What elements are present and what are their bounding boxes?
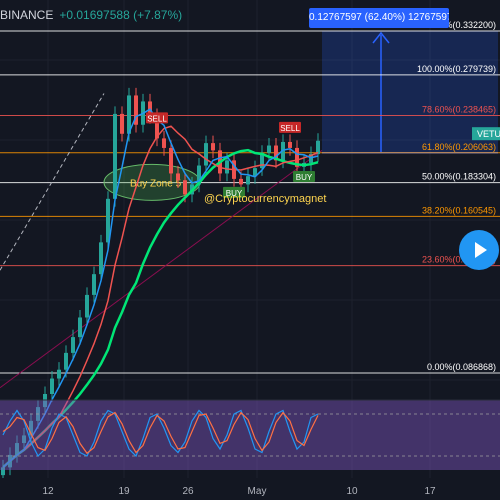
fib-label: 0.00%(0.086868) — [427, 362, 496, 372]
candle-body — [288, 141, 292, 148]
candle-body — [43, 393, 47, 408]
measure-tool[interactable] — [322, 31, 498, 154]
fib-label: 127.20%(0.332200) — [417, 20, 496, 30]
candle-body — [99, 242, 103, 275]
candle-body — [127, 95, 131, 134]
wedge-upper — [0, 93, 105, 271]
measure-arrow-head — [372, 31, 390, 44]
candle-body — [281, 141, 285, 161]
chart-header: BINANCE +0.01697588 (+7.87%) — [0, 8, 182, 22]
watermark: @Cryptocurrencymagnet — [204, 193, 326, 205]
x-tick-label: May — [248, 486, 267, 497]
candle-body — [260, 152, 264, 169]
signal-badge-bg — [223, 186, 245, 198]
signal-badge-bg — [146, 112, 168, 124]
signal-label: SELL — [280, 124, 300, 133]
signal-labels: SELL BUY SELL BUY — [146, 112, 315, 198]
fib-label: 78.60%(0.238465) — [422, 105, 496, 115]
candle-body — [204, 143, 208, 166]
buy-zone-label: Buy Zone 5 — [130, 178, 182, 189]
signal-badge-bg — [279, 121, 301, 133]
play-button[interactable] — [459, 230, 499, 270]
x-tick-label: 19 — [118, 486, 130, 497]
signal-label: SELL — [147, 114, 167, 123]
candle-body — [64, 352, 68, 370]
x-axis-bg — [0, 478, 500, 500]
wedge-lower — [0, 149, 323, 389]
signal-label: BUY — [296, 173, 313, 182]
candle-body — [92, 274, 96, 295]
candle-body — [295, 147, 299, 167]
candle-body — [225, 160, 229, 174]
x-tick-label: 17 — [424, 486, 436, 497]
fib-label: 100.00%(0.279739) — [417, 64, 496, 74]
candle-body — [22, 435, 26, 444]
candle-body — [1, 467, 5, 476]
stoch-rsi-panel — [0, 399, 500, 470]
candle-body — [113, 113, 117, 199]
x-tick-label: 12 — [42, 486, 54, 497]
candle-body — [183, 180, 187, 195]
chart-grid — [0, 0, 500, 480]
signal-label: BUY — [226, 189, 243, 198]
candle-body — [239, 178, 243, 185]
x-tick-label: 26 — [182, 486, 194, 497]
candle-body — [253, 168, 257, 177]
ticker-badge: VETU — [477, 129, 500, 139]
candle-body — [155, 116, 159, 139]
candle-body — [246, 176, 250, 185]
fib-label: 23.60%(0.132386) — [422, 255, 496, 265]
fib-label: 38.20%(0.160545) — [422, 205, 496, 215]
price-change: +0.01697588 (+7.87%) — [59, 8, 183, 22]
ticker-badge-bg — [472, 127, 500, 141]
candle-body — [162, 138, 166, 148]
candle-body — [211, 143, 215, 151]
measure-label: 0.12767597 (62.40%) 12767597 — [309, 8, 449, 28]
candle-body — [197, 165, 201, 185]
candle-body — [15, 443, 19, 455]
fib-label: 61.80%(0.206063) — [422, 142, 496, 152]
candle-body — [274, 145, 278, 161]
play-icon — [475, 242, 487, 258]
x-axis: 12 19 26 May 10 17 — [0, 478, 500, 500]
trend-wedge — [0, 93, 323, 389]
candle-body — [57, 369, 61, 379]
candle-body — [85, 294, 89, 318]
candle-body — [169, 147, 173, 174]
x-tick-label: 10 — [346, 486, 358, 497]
candle-body — [120, 113, 124, 134]
candle-body — [316, 140, 320, 155]
candle-body — [134, 95, 138, 125]
signal-badge-bg — [293, 170, 315, 182]
candle-body — [50, 378, 54, 394]
candle-body — [106, 198, 110, 243]
measure-area — [322, 31, 498, 153]
candle-body — [78, 317, 82, 338]
fib-label: 50.00%(0.183304) — [422, 172, 496, 182]
candle-body — [71, 337, 75, 353]
candle-body — [176, 173, 180, 181]
candle-body — [29, 420, 33, 436]
stoch-d-line — [2, 411, 319, 455]
candle-body — [267, 145, 271, 153]
stoch-k-line — [2, 409, 319, 458]
exchange-label: BINANCE — [0, 8, 54, 22]
